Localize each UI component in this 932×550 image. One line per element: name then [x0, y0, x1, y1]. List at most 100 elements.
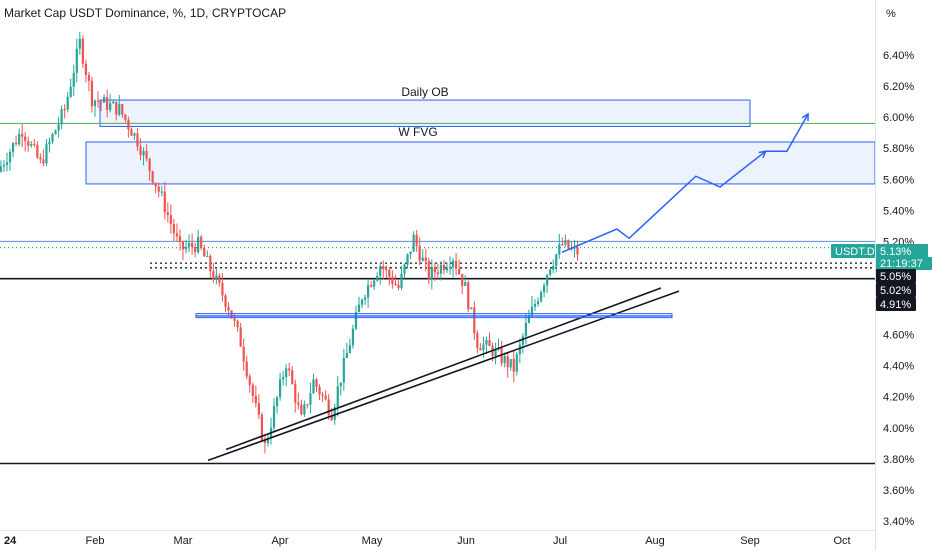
zone-box[interactable] [99, 99, 751, 127]
candle-body [260, 414, 263, 441]
candle-body [172, 224, 175, 234]
candle-body [81, 38, 84, 64]
candle-body [139, 146, 142, 156]
candle-body [530, 306, 534, 317]
x-tick-label: Apr [271, 535, 288, 547]
support-box[interactable] [195, 313, 673, 319]
candle-body [370, 284, 373, 287]
candle-body [127, 119, 130, 130]
candle-body [455, 260, 458, 269]
candle-body [436, 272, 439, 274]
y-tick-label: 6.40% [883, 50, 914, 62]
candle-body [424, 257, 427, 261]
candle-body [536, 301, 540, 305]
candle-body [391, 276, 394, 285]
candle-body [506, 356, 509, 368]
candle-body [103, 97, 106, 103]
candle-body [124, 114, 127, 120]
candle-body [521, 336, 524, 345]
x-tick-label: Feb [86, 535, 105, 547]
candle-body [294, 383, 297, 403]
chart-title: Market Cap USDT Dominance, %, 1D, CRYPTO… [4, 6, 287, 20]
candle-body [209, 256, 212, 272]
price-label-level-2: 5.02% [880, 285, 911, 297]
candle-body [133, 133, 136, 136]
candle-body [181, 241, 185, 250]
zone-box[interactable] [85, 141, 876, 185]
candle-body [39, 157, 42, 160]
candle-body [160, 191, 163, 193]
candle-body [539, 291, 543, 302]
candle-body [194, 246, 197, 253]
candle-body [282, 377, 285, 380]
candle-body [564, 240, 567, 245]
x-tick-label: Jun [457, 535, 475, 547]
candle-body [351, 328, 355, 346]
candle-body [439, 264, 443, 274]
candle-body [555, 254, 558, 266]
candle-body [42, 159, 45, 164]
y-tick-label: 5.80% [883, 143, 914, 155]
candle-body [403, 264, 406, 274]
x-tick-label: Mar [174, 535, 193, 547]
candle-body [200, 236, 203, 248]
candle-body [184, 246, 188, 250]
candle-body [251, 384, 254, 396]
candle-body [109, 103, 112, 110]
candle-body [224, 295, 227, 307]
candle-body [451, 260, 455, 267]
candle-body [421, 257, 424, 261]
candle-body [18, 133, 21, 145]
candle-body [418, 245, 421, 261]
y-tick-label: 3.60% [883, 485, 914, 497]
candle-body [512, 359, 515, 372]
candle-body [479, 348, 482, 351]
x-tick-label: May [362, 535, 383, 547]
candle-body [297, 402, 300, 405]
zone-label: W FVG [398, 125, 437, 139]
candle-body [415, 234, 418, 246]
candle-body [503, 356, 506, 364]
candle-body [212, 271, 215, 280]
candle-body [254, 395, 257, 404]
candle-body [248, 376, 251, 385]
candle-body [54, 130, 57, 135]
projection-arrowhead [801, 112, 809, 122]
candle-body [90, 80, 94, 107]
candle-body [379, 266, 382, 276]
candle-body [118, 104, 121, 115]
candle-body [482, 344, 485, 351]
price-label-bg [876, 244, 928, 258]
candle-body [354, 312, 358, 329]
candle-body [303, 404, 306, 415]
candle-body [60, 109, 63, 125]
candle-body [148, 158, 151, 172]
candle-body [203, 247, 206, 257]
trendline[interactable] [225, 287, 662, 451]
candle-body [324, 395, 327, 400]
candle-body [112, 101, 115, 104]
candle-body [467, 282, 470, 310]
projection-path[interactable] [561, 113, 809, 253]
candle-body [345, 352, 348, 358]
candle-body [69, 86, 72, 97]
candle-body [154, 182, 157, 187]
candle-body [279, 379, 282, 398]
candle-body [21, 133, 24, 137]
candle-body [458, 268, 461, 275]
x-tick-label: Aug [645, 535, 665, 547]
candle-body [409, 251, 412, 255]
y-tick-label: 4.00% [883, 423, 914, 435]
candle-body [461, 274, 464, 286]
candle-body [93, 100, 97, 107]
levels-layer [0, 122, 875, 465]
trendline[interactable] [207, 290, 680, 462]
candle-body [430, 266, 433, 280]
candle-body [473, 307, 476, 334]
candle-body [11, 142, 15, 152]
candle-body [27, 141, 30, 146]
candle-body [5, 162, 9, 165]
candle-body [0, 166, 3, 172]
